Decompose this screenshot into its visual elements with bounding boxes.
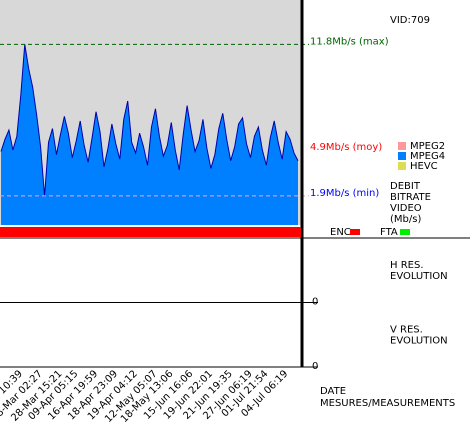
legend-swatch — [398, 152, 406, 160]
x-axis-label: DATE — [320, 386, 346, 397]
panel-label: EVOLUTION — [390, 271, 448, 282]
vid-label: VID:709 — [390, 15, 430, 26]
legend-label: MPEG2 — [410, 141, 445, 152]
legend-swatch — [398, 162, 406, 170]
encryption-swatch — [350, 229, 360, 235]
panel-label: H RES. — [390, 260, 424, 271]
encryption-band — [0, 227, 301, 237]
y-axis-label: (Mb/s) — [390, 214, 421, 225]
encryption-label: ENC — [330, 227, 351, 238]
panel-label: V RES. — [390, 325, 423, 336]
reference-label: 4.9Mb/s (moy) — [310, 142, 382, 153]
y-axis-label: VIDEO — [390, 203, 422, 214]
legend-label: MPEG4 — [410, 151, 445, 162]
reference-label: 1.9Mb/s (min) — [310, 188, 379, 199]
legend-swatch — [398, 142, 406, 150]
x-axis-label: MESURES/MEASUREMENTS — [320, 398, 455, 409]
panel-label: EVOLUTION — [390, 336, 448, 347]
y-axis-label: DEBIT — [390, 181, 421, 192]
line — [0, 44, 299, 196]
y-axis-label: BITRATE — [390, 192, 431, 203]
encryption-label: FTA — [380, 227, 398, 238]
panel-tick-label: 0 — [312, 297, 318, 308]
legend-label: HEVC — [410, 161, 438, 172]
panel-tick-label: 0 — [312, 361, 318, 372]
reference-label: 11.8Mb/s (max) — [310, 36, 389, 47]
encryption-swatch — [400, 229, 410, 235]
area — [1, 44, 298, 225]
